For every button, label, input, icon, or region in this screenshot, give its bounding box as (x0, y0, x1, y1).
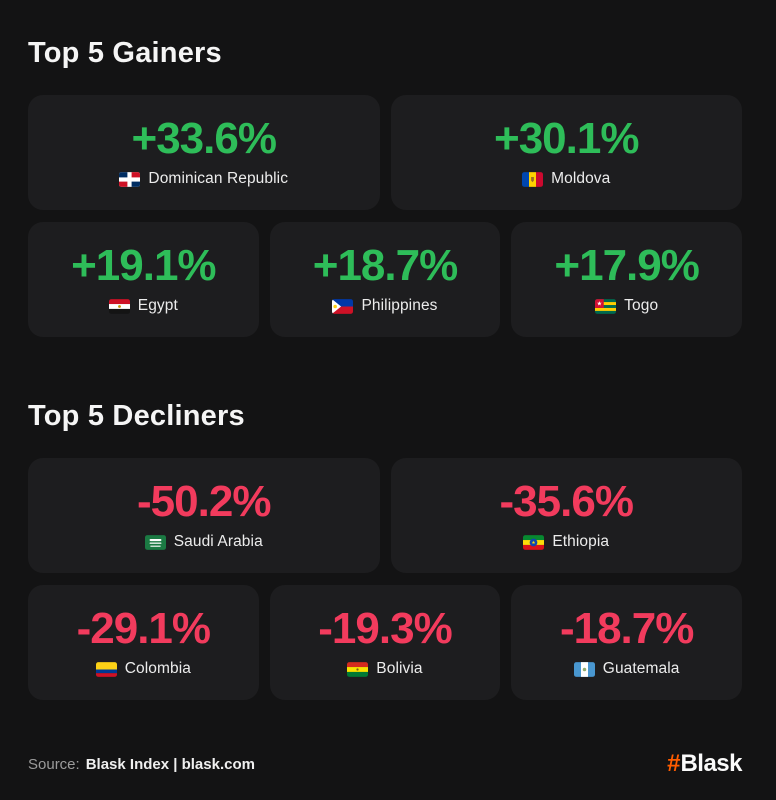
gainers-title: Top 5 Gainers (28, 37, 222, 69)
country-label: Colombia (124, 660, 191, 677)
country-row: Saudi Arabia (144, 533, 263, 551)
card-moldova: +30.1% Moldova (390, 95, 742, 210)
section-gainers: Top 5 Gainers +33.6% Dominican Republic … (28, 36, 742, 337)
percent-value: -19.3% (318, 604, 452, 653)
country-label: Ethiopia (552, 533, 610, 550)
decliners-title: Top 5 Decliners (28, 400, 245, 432)
country-row: Colombia (95, 660, 191, 678)
country-row: Egypt (108, 297, 178, 315)
country-row: Ethiopia (523, 533, 609, 551)
country-label: Togo (624, 297, 659, 314)
percent-value: -35.6% (499, 477, 634, 526)
card-saudi-arabia: -50.2% Saudi Arabia (28, 458, 380, 573)
philippines-flag-icon (332, 298, 354, 314)
egypt-flag-icon (108, 298, 130, 314)
country-label: Bolivia (376, 660, 423, 677)
country-label: Philippines (361, 297, 438, 314)
dominican-republic-flag-icon (119, 171, 141, 187)
country-label: Guatemala (602, 660, 680, 677)
section-decliners: Top 5 Decliners -50.2% Saudi Arabia -35.… (28, 399, 742, 700)
bolivia-flag-icon (347, 661, 369, 677)
gainers-grid: +33.6% Dominican Republic +30.1% Moldova… (28, 95, 742, 337)
blask-hash-icon: # (667, 750, 680, 777)
percent-value: -18.7% (559, 604, 694, 653)
card-colombia: -29.1% Colombia (28, 585, 259, 700)
percent-value: +18.7% (312, 241, 458, 290)
card-dominican-republic: +33.6% Dominican Republic (28, 95, 380, 210)
percent-value: -50.2% (137, 477, 271, 526)
country-row: Bolivia (347, 660, 423, 678)
percent-value: +30.1% (494, 114, 639, 163)
ethiopia-flag-icon (523, 534, 545, 550)
percent-value: +19.1% (71, 241, 216, 290)
percent-value: +17.9% (554, 241, 699, 290)
country-row: Moldova (522, 170, 610, 188)
card-philippines: +18.7% Philippines (269, 222, 501, 337)
saudi-arabia-flag-icon (144, 534, 166, 550)
country-label: Egypt (137, 297, 178, 314)
source-credit: Source: Blask Index | blask.com (28, 756, 255, 773)
card-ethiopia: -35.6% Ethiopia (390, 458, 742, 573)
country-label: Moldova (551, 170, 611, 187)
country-label: Saudi Arabia (173, 533, 263, 550)
country-row: Guatemala (573, 660, 680, 678)
blask-logo: # Blask (667, 750, 742, 778)
percent-value: -29.1% (76, 604, 211, 653)
blask-logo-text: Blask (680, 750, 742, 777)
togo-flag-icon (595, 298, 617, 314)
footer: Source: Blask Index | blask.com # Blask (28, 750, 742, 778)
percent-value: +33.6% (131, 114, 277, 163)
card-bolivia: -19.3% Bolivia (269, 585, 501, 700)
source-label: Source: (28, 755, 80, 773)
card-egypt: +19.1% Egypt (28, 222, 259, 337)
source-value: Blask Index | blask.com (85, 755, 255, 773)
decliners-grid: -50.2% Saudi Arabia -35.6% Ethiopia -29.… (28, 458, 742, 700)
guatemala-flag-icon (573, 661, 595, 677)
country-row: Philippines (332, 297, 437, 315)
country-row: Togo (595, 297, 658, 315)
colombia-flag-icon (95, 661, 117, 677)
card-togo: +17.9% Togo (511, 222, 742, 337)
country-label: Dominican Republic (148, 170, 289, 187)
card-guatemala: -18.7% Guatemala (511, 585, 742, 700)
country-row: Dominican Republic (119, 170, 288, 188)
moldova-flag-icon (522, 171, 544, 187)
